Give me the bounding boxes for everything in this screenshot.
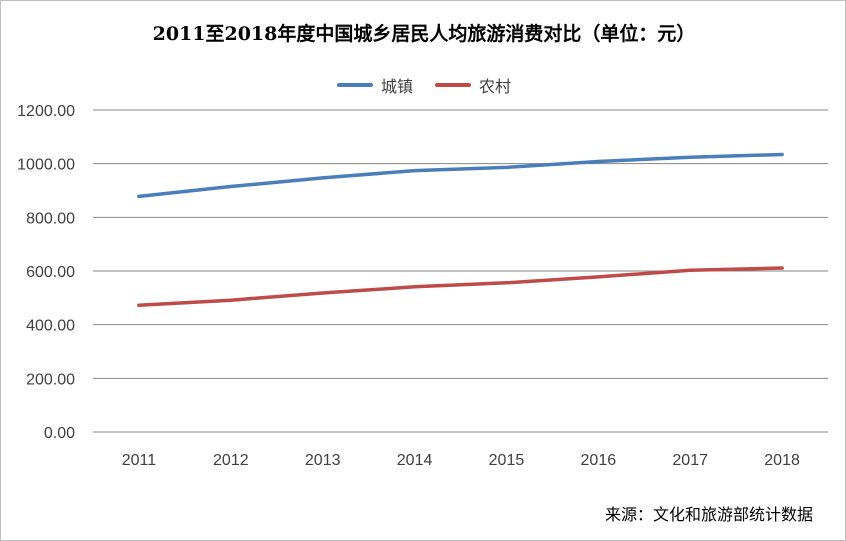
y-tick-label: 800.00 xyxy=(26,210,75,227)
data-point-rural xyxy=(321,291,325,295)
source-note: 来源：文化和旅游部统计数据 xyxy=(604,505,813,524)
legend-swatch-rural xyxy=(435,83,471,87)
data-point-urban xyxy=(321,176,325,180)
legend-swatch-urban xyxy=(336,83,373,87)
legend-item-urban: 城镇 xyxy=(336,73,413,97)
x-tick-label: 2012 xyxy=(213,452,249,469)
y-tick-label: 1000.00 xyxy=(17,157,75,174)
data-point-rural xyxy=(229,298,233,302)
data-point-rural xyxy=(137,303,141,307)
legend-label-rural: 农村 xyxy=(479,77,512,96)
data-point-urban xyxy=(504,165,509,170)
x-tick-label: 2017 xyxy=(672,452,708,469)
legend-item-rural: 农村 xyxy=(435,73,511,97)
y-tick-label: 200.00 xyxy=(26,371,75,388)
data-point-rural xyxy=(504,281,509,285)
y-tick-label: 1200.00 xyxy=(17,103,75,120)
data-point-urban xyxy=(137,194,141,199)
chart-legend: 城镇 农村 xyxy=(1,73,845,97)
chart-title: 2011至2018年度中国城乡居民人均旅游消费对比（单位：元） xyxy=(152,23,696,45)
data-point-urban xyxy=(229,184,233,189)
series-line-urban xyxy=(137,152,784,199)
x-tick-label: 2011 xyxy=(122,452,157,469)
data-point-rural xyxy=(688,268,692,272)
x-tick-label: 2018 xyxy=(764,452,800,469)
data-point-urban xyxy=(780,152,784,157)
x-tick-label: 2013 xyxy=(305,452,341,469)
data-point-urban xyxy=(412,169,417,173)
y-tick-label: 400.00 xyxy=(26,318,75,335)
y-tick-label: 0.00 xyxy=(44,425,75,442)
data-point-urban xyxy=(688,155,692,159)
legend-label-urban: 城镇 xyxy=(380,77,413,96)
data-point-rural xyxy=(780,266,784,270)
x-tick-label: 2016 xyxy=(581,452,617,469)
y-tick-label: 600.00 xyxy=(26,264,75,281)
series-line-rural xyxy=(137,266,784,308)
data-point-urban xyxy=(596,159,600,164)
data-point-rural xyxy=(596,275,600,279)
x-tick-label: 2014 xyxy=(397,452,433,469)
x-tick-label: 2015 xyxy=(489,452,525,469)
data-point-rural xyxy=(412,285,417,289)
